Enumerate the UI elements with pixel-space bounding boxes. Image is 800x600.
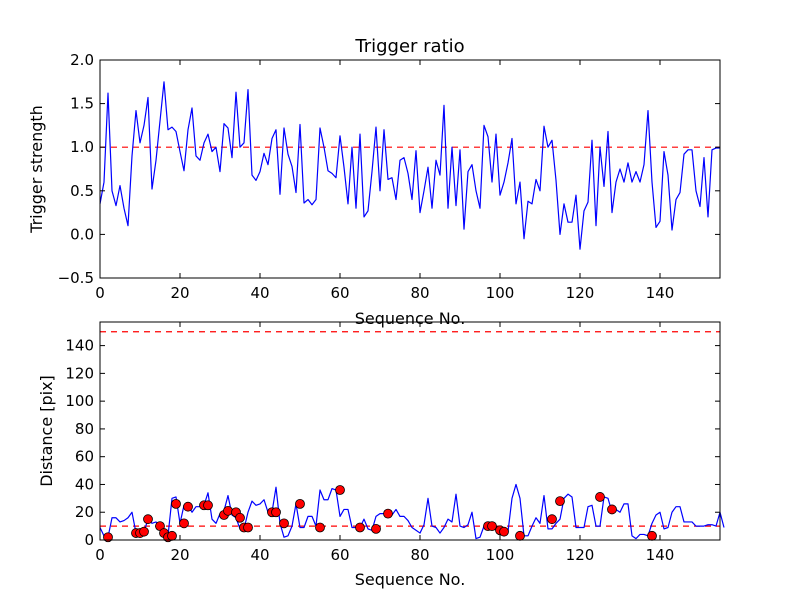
plot1-xtick-label: 0: [95, 284, 105, 302]
plot2-xtick-label: 60: [330, 546, 349, 564]
plot2-marker: [647, 530, 657, 541]
plot2-marker: [271, 507, 281, 518]
plot1-title: Trigger ratio: [354, 36, 464, 57]
plot1-frame: [99, 59, 721, 279]
plot2-marker: [143, 514, 153, 525]
plot2-marker: [167, 530, 177, 541]
plot2-ytick-label: 20: [75, 503, 94, 521]
plot2-marker: [487, 521, 497, 532]
plot1-ytick-label: 1.5: [70, 95, 94, 113]
plot2-xtick-label: 20: [170, 546, 189, 564]
plot2-marker: [279, 518, 289, 529]
plot2-marker: [243, 522, 253, 533]
plot2-ytick-label: 120: [65, 364, 94, 382]
plot1-ytick-label: 0.5: [70, 182, 94, 200]
plot2-xlabel: Sequence No.: [355, 570, 466, 589]
plot2-marker: [515, 530, 525, 541]
plot1-ticks: 0 20 40 60 80 100 120 140 −0.5 0.0 0.5 1.0 1.5 2.0: [58, 51, 720, 302]
plot1-xtick-label: 120: [566, 284, 595, 302]
plot1-xlabel: Sequence No.: [355, 309, 466, 328]
plot1-xtick-label: 100: [486, 284, 515, 302]
plot2-marker: [383, 508, 393, 519]
plot1-xtick-label: 140: [646, 284, 675, 302]
plot2-ytick-label: 40: [75, 475, 94, 493]
plot2-marker: [183, 501, 193, 512]
plot2-xtick-label: 40: [250, 546, 269, 564]
plot2-marker: [103, 532, 113, 543]
plot1-ytick-label: 1.0: [70, 138, 94, 156]
plot2-ytick-label: 0: [84, 531, 94, 549]
plot2-marker: [355, 522, 365, 533]
plot2-xtick-label: 80: [410, 546, 429, 564]
plot1-ytick-label: 0.0: [70, 225, 94, 243]
plot2-marker: [235, 512, 245, 523]
plot2-marker: [595, 492, 605, 502]
plot2-marker: [171, 498, 181, 509]
plot2-marker: [223, 505, 233, 516]
plot2-marker: [315, 522, 325, 533]
plot2-ytick-label: 80: [75, 420, 94, 438]
plot1-xtick-label: 60: [330, 284, 349, 302]
plot2-marker: [203, 500, 213, 511]
plot1-ytick-label: 2.0: [70, 51, 94, 69]
plot2-xtick-label: 120: [566, 546, 595, 564]
plot1-series-line: [99, 81, 720, 250]
plot2-marker: [371, 523, 381, 534]
plot1-marks: [99, 81, 720, 250]
plot2-marker: [547, 514, 557, 525]
plot2-ytick-label: 60: [75, 448, 94, 466]
plot2-ytick-label: 140: [65, 337, 94, 355]
distance-plot: 0 20 40 60 80 100 120 140 0 20 40 60 80 100 120 140 Seq…: [37, 321, 725, 589]
plot1-xtick-label: 40: [250, 284, 269, 302]
plot2-marker: [139, 526, 149, 537]
plot1-xtick-label: 20: [170, 284, 189, 302]
plot1-ylabel: Trigger strength: [27, 105, 46, 234]
plot2-ticks: 0 20 40 60 80 100 120 140 0 20 40 60 80 100 120 140: [65, 322, 720, 564]
plot2-frame: [99, 321, 721, 541]
plot2-marks: [99, 331, 725, 543]
plot1-ytick-label: −0.5: [58, 269, 94, 287]
trigger-ratio-plot: Trigger ratio 0 20 40 60 80 100 120 140−0.50.00…: [27, 36, 721, 328]
plot2-marker: [179, 518, 189, 529]
plot2-xtick-label: 0: [95, 546, 105, 564]
plot2-marker: [335, 485, 345, 495]
plot2-marker: [555, 496, 565, 507]
plot2-ylabel: Distance [pix]: [37, 375, 56, 487]
plot2-marker: [607, 504, 617, 515]
plot1-xtick-label: 80: [410, 284, 429, 302]
plot2-xtick-label: 100: [486, 546, 515, 564]
plot2-ytick-label: 100: [65, 392, 94, 410]
plot2-xtick-label: 140: [646, 546, 675, 564]
plot2-marker: [499, 526, 509, 537]
plot2-marker: [295, 498, 305, 509]
